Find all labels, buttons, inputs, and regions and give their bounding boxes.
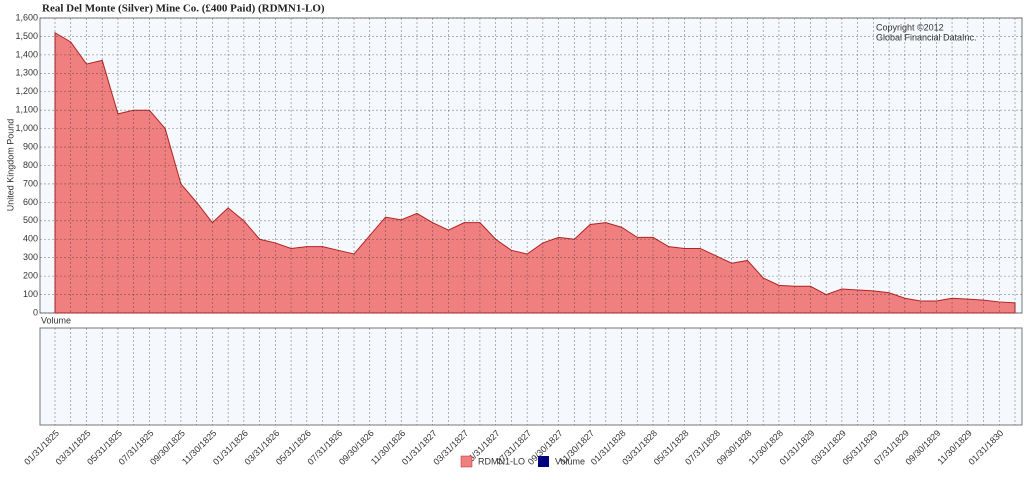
legend-swatch: [460, 455, 473, 468]
legend-swatch: [538, 456, 549, 467]
y-tick-label: 800: [23, 160, 38, 170]
y-tick-label: 900: [23, 141, 38, 151]
volume-label: Volume: [41, 315, 71, 325]
y-tick-label: 400: [23, 234, 38, 244]
chart-title: Real Del Monte (Silver) Mine Co. (£400 P…: [42, 3, 325, 15]
y-axis-label: United Kingdom Pound: [5, 119, 15, 212]
y-tick-label: 0: [33, 307, 38, 317]
y-tick-label: 1,100: [15, 105, 38, 115]
y-tick-label: 300: [23, 252, 38, 262]
y-tick-label: 1,400: [15, 49, 38, 59]
y-tick-label: 700: [23, 178, 38, 188]
y-tick-label: 1,000: [15, 123, 38, 133]
legend-label: RDMN1-LO: [478, 456, 525, 466]
y-tick-label: 1,600: [15, 12, 38, 22]
volume-panel: [39, 327, 1023, 426]
y-tick-label: 500: [23, 215, 38, 225]
annotation: Copyright ©2012: [876, 22, 944, 32]
legend-label: Volume: [555, 456, 585, 466]
y-tick-label: 200: [23, 271, 38, 281]
y-tick-label: 1,200: [15, 86, 38, 96]
y-tick-label: 1,500: [15, 31, 38, 41]
y-tick-label: 1,300: [15, 68, 38, 78]
y-tick-label: 100: [23, 289, 38, 299]
y-tick-label: 600: [23, 197, 38, 207]
annotation: Global Financial DataInc.: [876, 32, 977, 42]
area: [54, 31, 1016, 314]
